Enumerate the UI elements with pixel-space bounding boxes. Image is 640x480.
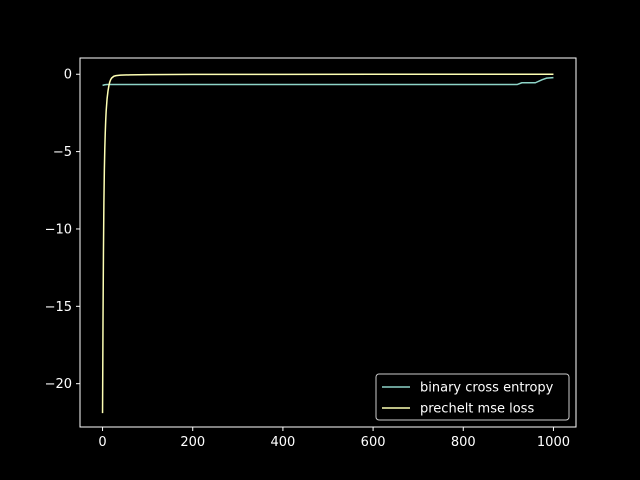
legend-box [375, 373, 570, 421]
series-line-2 [101, 73, 554, 414]
legend-label-2: prechelt mse loss [420, 402, 534, 417]
x-tick-label: 200 [180, 435, 205, 450]
legend: binary cross entropy prechelt mse loss [375, 373, 570, 421]
y-axis: 0 −5 −10 −15 −20 [45, 68, 80, 392]
y-tick-label: −5 [53, 145, 72, 160]
x-tick-label: 0 [98, 435, 106, 450]
x-tick-label: 1000 [537, 435, 570, 450]
y-tick-label: −15 [45, 300, 72, 315]
plot-area [79, 57, 577, 428]
series-line-1 [102, 76, 554, 87]
legend-label-1: binary cross entropy [420, 381, 554, 396]
x-tick-label: 600 [361, 435, 386, 450]
series-layer [101, 73, 554, 414]
y-tick-label: 0 [64, 68, 72, 83]
y-tick-label: −20 [45, 377, 72, 392]
y-tick-label: −10 [45, 222, 72, 237]
x-tick-label: 800 [451, 435, 476, 450]
x-axis: 0 200 400 600 800 1000 [98, 427, 570, 450]
x-tick-label: 400 [270, 435, 295, 450]
